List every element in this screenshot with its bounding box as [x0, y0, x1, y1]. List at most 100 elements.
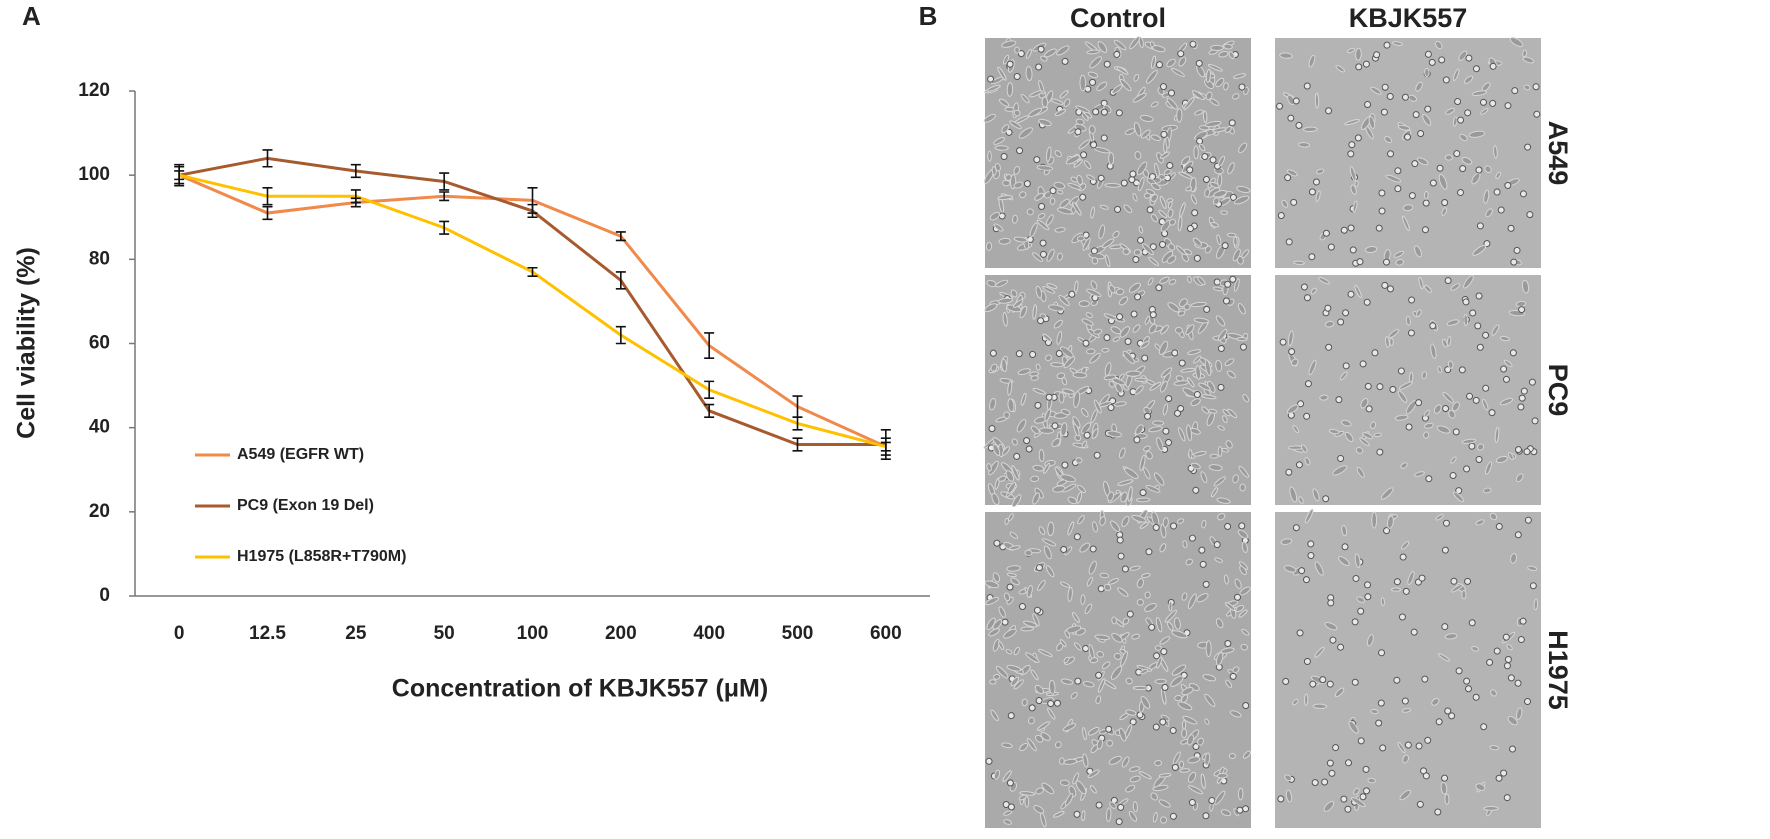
- micrograph: [1275, 508, 1541, 828]
- x-axis-title: Concentration of KBJK557 (μM): [392, 675, 768, 703]
- cell: [1232, 248, 1241, 262]
- cell: [1106, 739, 1114, 747]
- cell: [1095, 671, 1103, 679]
- cell: [1523, 84, 1531, 91]
- cell: [1035, 787, 1044, 795]
- cell: [1024, 549, 1033, 557]
- cell: [1141, 572, 1151, 579]
- cell: [1304, 508, 1314, 524]
- cell: [1284, 774, 1292, 782]
- cell: [1194, 109, 1204, 116]
- cell: [1002, 801, 1010, 809]
- cell: [1040, 55, 1048, 62]
- cell: [1304, 693, 1309, 706]
- cell: [1101, 238, 1115, 249]
- cell: [1183, 96, 1195, 110]
- x-tick-label: 200: [605, 623, 637, 644]
- cell: [1376, 448, 1384, 456]
- error-bar: [704, 403, 715, 418]
- cell: [1154, 162, 1160, 178]
- cell: [1366, 634, 1374, 647]
- cell: [1421, 675, 1429, 683]
- cell: [1207, 63, 1223, 72]
- cell: [1397, 124, 1411, 131]
- cell: [1019, 791, 1036, 796]
- cell: [1351, 678, 1359, 686]
- cell: [1117, 552, 1125, 560]
- cell: [1129, 718, 1137, 726]
- cell: [1370, 86, 1382, 95]
- cell: [1006, 82, 1014, 97]
- cell: [1442, 405, 1450, 413]
- cell: [1453, 150, 1461, 158]
- cell: [998, 98, 1010, 107]
- cell: [1094, 634, 1111, 641]
- cell: [1464, 577, 1472, 585]
- cell: [1503, 662, 1511, 670]
- cell: [1045, 214, 1054, 226]
- cell: [1503, 794, 1511, 802]
- cell: [1373, 432, 1383, 438]
- cell: [1020, 626, 1034, 632]
- cell: [1365, 405, 1373, 413]
- cell: [1148, 256, 1159, 266]
- cell: [994, 145, 1009, 151]
- cell: [992, 443, 1001, 456]
- panel-label: A: [22, 1, 41, 31]
- cell: [1051, 438, 1061, 448]
- cell: [1298, 496, 1304, 504]
- cell: [1093, 146, 1111, 154]
- cell: [1228, 119, 1236, 127]
- cell: [1500, 769, 1508, 777]
- cell: [1297, 400, 1305, 408]
- cell: [1357, 737, 1365, 745]
- cell: [1422, 772, 1430, 780]
- cell: [1019, 742, 1029, 752]
- cell: [1212, 197, 1220, 205]
- cell: [1307, 552, 1315, 560]
- cell: [1101, 661, 1111, 670]
- cell: [1518, 306, 1526, 314]
- cell: [1178, 359, 1186, 367]
- cell: [1050, 362, 1064, 368]
- cell: [1364, 100, 1372, 108]
- cell: [1414, 471, 1425, 477]
- cell: [1029, 222, 1038, 238]
- cell: [1208, 797, 1216, 805]
- cell: [1287, 330, 1294, 347]
- cell: [1533, 110, 1541, 118]
- cell: [1038, 202, 1046, 210]
- cell: [1452, 68, 1460, 82]
- cell: [1224, 126, 1232, 133]
- cell: [1160, 324, 1169, 335]
- cell: [1332, 744, 1340, 752]
- cell: [1197, 276, 1206, 286]
- error-bar: [439, 220, 450, 235]
- cell: [1112, 336, 1121, 342]
- cell: [1145, 548, 1153, 556]
- cell: [1132, 255, 1140, 263]
- cell: [1232, 474, 1239, 484]
- cell: [1077, 515, 1085, 525]
- cell: [1064, 792, 1074, 807]
- cell: [1073, 810, 1081, 818]
- cell: [1186, 424, 1193, 442]
- cell: [1508, 745, 1516, 753]
- cell: [1141, 354, 1149, 362]
- cell: [1499, 397, 1514, 406]
- cell: [1519, 190, 1527, 198]
- cell: [1191, 90, 1205, 101]
- cell: [1062, 723, 1077, 732]
- cell: [1048, 679, 1056, 695]
- cell: [1103, 583, 1112, 592]
- cell: [1464, 109, 1472, 117]
- cell: [1177, 701, 1193, 711]
- cell: [1533, 598, 1539, 611]
- cell: [1236, 255, 1244, 265]
- cell: [1171, 664, 1187, 676]
- cell: [1431, 697, 1440, 706]
- cell: [1468, 130, 1486, 138]
- cell: [1021, 698, 1028, 707]
- cell: [1167, 243, 1176, 251]
- cell: [1429, 322, 1437, 330]
